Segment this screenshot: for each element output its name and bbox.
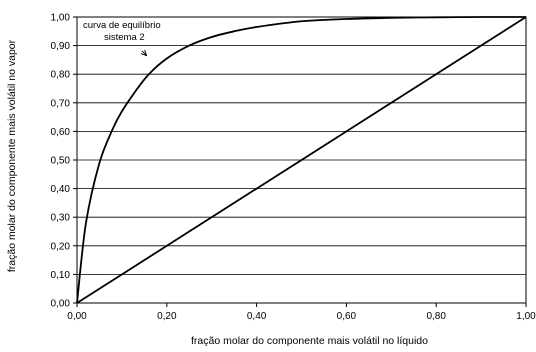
y-tick-label: 0,10 bbox=[51, 270, 71, 281]
annotation-arrowhead bbox=[140, 49, 148, 57]
annotation: curva de equilíbrio sistema 2 bbox=[83, 20, 161, 57]
y-tick-label: 0,40 bbox=[51, 184, 71, 195]
y-tick-label: 0,70 bbox=[51, 98, 71, 109]
annotation-line-1: curva de equilíbrio bbox=[83, 20, 161, 31]
y-tick-label: 1,00 bbox=[51, 13, 71, 24]
y-tick-label: 0,80 bbox=[51, 70, 71, 81]
annotation-line-2: sistema 2 bbox=[104, 32, 145, 43]
x-tick-label: 0,00 bbox=[67, 311, 87, 322]
y-tick-label: 0,00 bbox=[51, 299, 71, 310]
x-tick-label: 0,40 bbox=[247, 311, 267, 322]
y-tick-label: 0,90 bbox=[51, 41, 71, 52]
y-tick-label: 0,20 bbox=[51, 241, 71, 252]
y-axis-ticks: 0,00 0,10 0,20 0,30 0,40 0,50 0,60 0,70 0,80 0,90… bbox=[51, 13, 77, 310]
series-line-diagonal bbox=[76, 16, 527, 304]
x-axis-ticks: 0,00 0,20 0,40 0,60 0,80 1,00 bbox=[67, 303, 536, 322]
x-tick-label: 0,20 bbox=[157, 311, 177, 322]
x-tick-label: 0,60 bbox=[337, 311, 357, 322]
series-layer bbox=[76, 16, 527, 304]
x-axis-label: fração molar do componente mais volátil … bbox=[191, 335, 428, 347]
y-tick-label: 0,30 bbox=[51, 213, 71, 224]
y-axis-label: fração molar do componente mais volátil … bbox=[6, 39, 18, 272]
series-line-equilibrium-curve bbox=[76, 16, 527, 304]
annotation-arrow bbox=[141, 50, 147, 56]
y-tick-label: 0,50 bbox=[51, 156, 71, 167]
x-tick-label: 0,80 bbox=[426, 311, 446, 322]
x-tick-label: 1,00 bbox=[516, 311, 536, 322]
y-tick-label: 0,60 bbox=[51, 127, 71, 138]
